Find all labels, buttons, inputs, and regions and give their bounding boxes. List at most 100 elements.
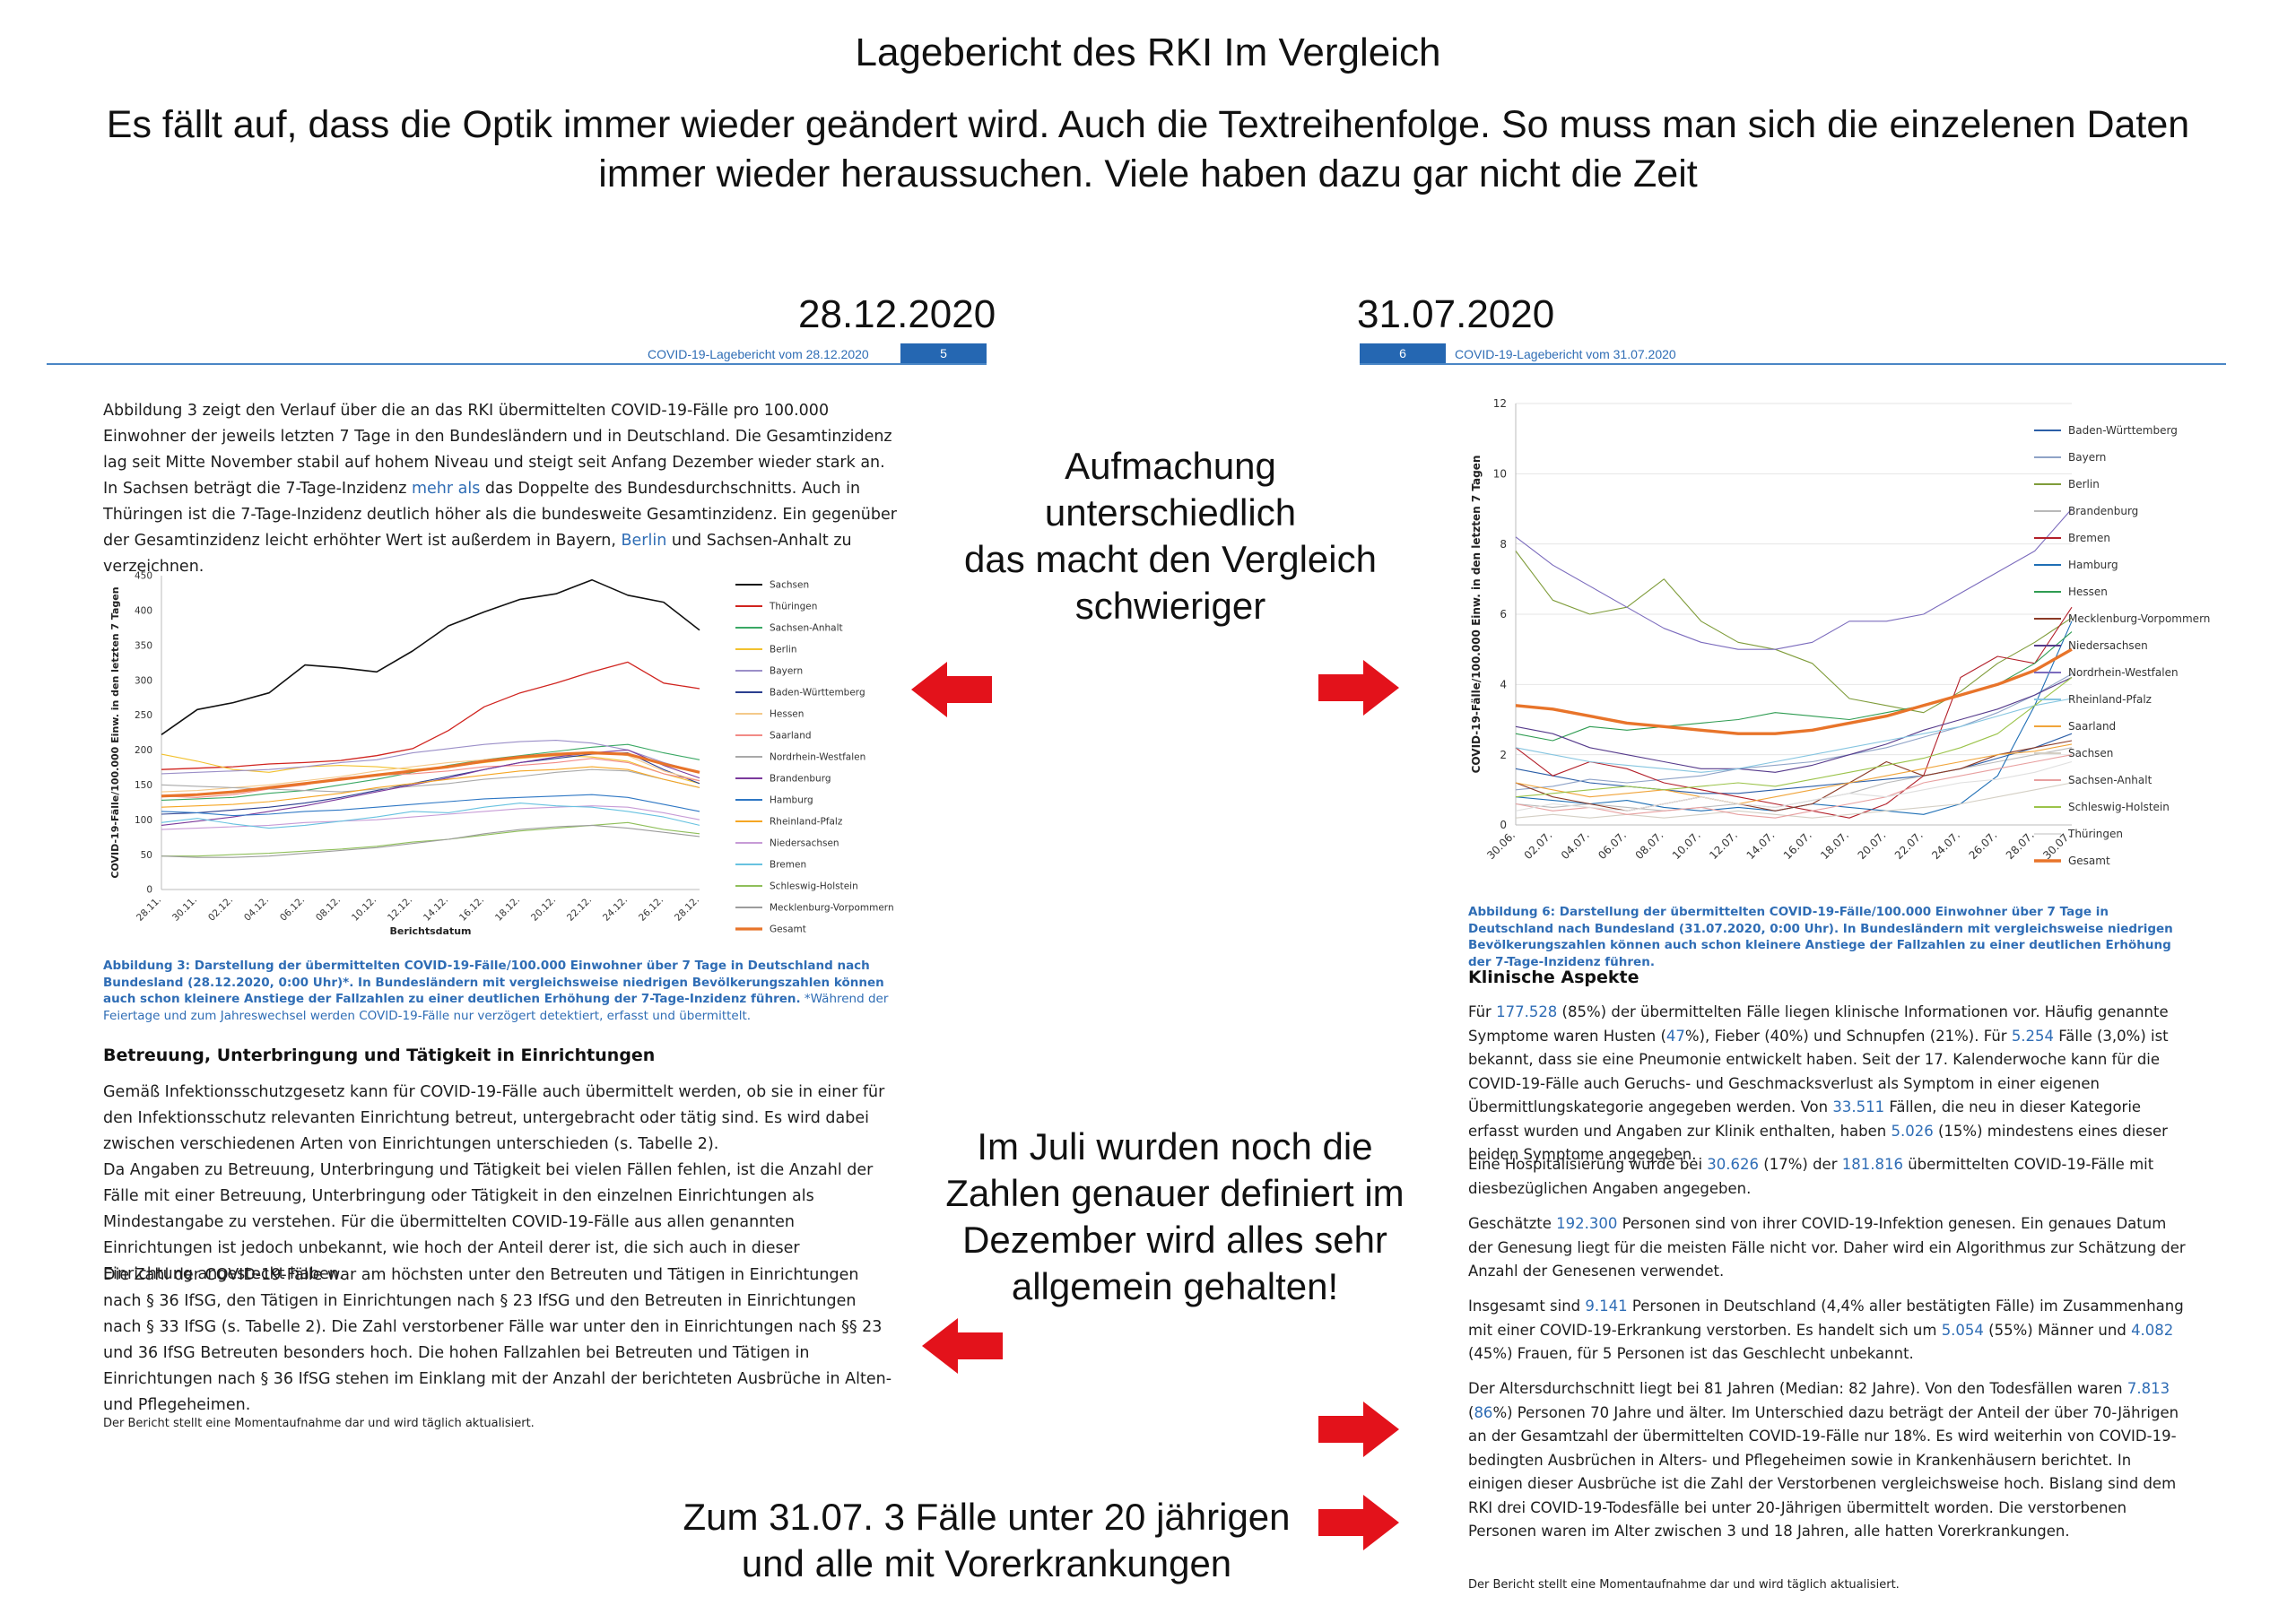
- series-line-saarland: [161, 758, 700, 798]
- x-tick-label: 08.07.: [1633, 829, 1666, 862]
- right-paragraph-5: Der Altersdurchschnitt liegt bei 81 Jahr…: [1468, 1377, 2186, 1544]
- series-line-hessen: [161, 751, 700, 793]
- right-paragraph-1-highlight: 177.528: [1496, 1003, 1558, 1020]
- x-tick-label: 06.12.: [278, 895, 307, 924]
- x-tick-label: 04.12.: [242, 895, 271, 924]
- right-paragraph-1-text: (15%) mindestens eines dieser beiden Sym…: [1468, 1122, 2168, 1164]
- right-paragraph-5-text: Der Altersdurchschnitt liegt bei 81 Jahr…: [1468, 1380, 2127, 1397]
- arrow-left-icon: [922, 1318, 1003, 1374]
- right-paragraph-1-highlight: 5.026: [1891, 1122, 1934, 1140]
- x-tick-label: 30.11.: [170, 895, 199, 924]
- series-line-berlin: [1515, 551, 2073, 714]
- legend-label: Sachsen: [770, 580, 809, 591]
- legend-label: Berlin: [2068, 478, 2100, 490]
- legend-label: Hamburg: [2068, 559, 2118, 571]
- right-paragraph-1-text: %), Fieber (40%) und Schnupfen (21%). Fü…: [1684, 1027, 2012, 1045]
- y-tick-label: 150: [135, 780, 152, 791]
- right-paragraph-5-text: %) Personen 70 Jahre und älter. Im Unter…: [1468, 1403, 2179, 1541]
- y-tick-label: 350: [135, 640, 152, 651]
- y-tick-label: 100: [135, 815, 152, 826]
- right-paragraph-4-text: (45%) Frauen, für 5 Personen ist das Ges…: [1468, 1345, 1914, 1362]
- series-line-nordrhein-westfalen: [161, 768, 700, 793]
- left-intro-highlight: Berlin: [621, 532, 667, 550]
- y-tick-label: 250: [135, 710, 152, 721]
- right-paragraph-2: Eine Hospitalisierung wurde bei 30.626 (…: [1468, 1153, 2186, 1201]
- series-line-thüringen: [1515, 760, 2073, 812]
- series-line-schleswig-holstein: [1515, 677, 2073, 798]
- legend-label: Mecklenburg-Vorpommern: [770, 903, 894, 914]
- right-paragraph-1-highlight: 33.511: [1832, 1098, 1885, 1115]
- legend-label: Saarland: [2068, 720, 2116, 733]
- right-paragraph-1-highlight: 5.254: [2011, 1027, 2055, 1045]
- left-intro-text: das Doppelte des Bundesdurchschnitts. Au…: [103, 480, 897, 550]
- series-line-gesamt: [1515, 647, 2073, 735]
- arrow-right-icon: [1318, 1495, 1399, 1550]
- legend-label: Gesamt: [2068, 855, 2110, 867]
- x-tick-label: 28.12.: [673, 895, 701, 924]
- legend-label: Mecklenburg-Vorpommern: [2068, 612, 2210, 625]
- page-subtitle: Es fällt auf, dass die Optik immer wiede…: [106, 103, 2190, 195]
- right-paragraph-4-text: (55%) Männer und: [1983, 1321, 2132, 1339]
- x-tick-label: 10.07.: [1670, 829, 1703, 862]
- left-paragraph-2: Da Angaben zu Betreuung, Unterbringung u…: [103, 1161, 874, 1283]
- left-paragraph-3: Die Zahl der COVID-19-Fälle war am höchs…: [103, 1266, 892, 1414]
- legend-label: Schleswig-Holstein: [770, 881, 858, 892]
- y-tick-label: 4: [1500, 679, 1507, 691]
- series-line-mecklenburg-vorpommern: [1515, 740, 2073, 812]
- series-line-bayern: [1515, 673, 2073, 791]
- x-tick-label: 26.12.: [637, 895, 665, 924]
- y-tick-label: 450: [135, 571, 152, 582]
- right-paragraph-1-text: Fällen, die neu in dieser Kategorie erfa…: [1468, 1098, 2142, 1140]
- y-tick-label: 12: [1493, 397, 1507, 410]
- left-header-text: COVID-19-Lagebericht vom 28.12.2020: [648, 347, 869, 361]
- note-layout-different: Aufmachung unterschiedlich das macht den…: [964, 445, 1377, 627]
- legend-label: Niedersachsen: [770, 838, 839, 849]
- x-tick-label: 22.12.: [565, 895, 594, 924]
- legend-label: Brandenburg: [770, 774, 831, 785]
- arrow-right-icon: [1318, 1402, 1399, 1457]
- x-tick-label: 16.12.: [457, 895, 486, 924]
- series-line-nordrhein-westfalen: [1515, 508, 2073, 650]
- legend-label: Baden-Württemberg: [2068, 424, 2178, 437]
- legend-label: Thüringen: [769, 602, 817, 612]
- series-line-sachsen: [1515, 782, 2073, 819]
- x-tick-label: 14.12.: [422, 895, 450, 924]
- x-tick-label: 08.12.: [314, 895, 343, 924]
- x-tick-label: 24.07.: [1929, 829, 1962, 862]
- left-intro-highlight: mehr als: [411, 480, 481, 498]
- right-paragraph-3-highlight: 192.300: [1556, 1215, 1618, 1232]
- x-tick-label: 20.12.: [529, 895, 558, 924]
- left-intro-text: Abbildung 3 zeigt den Verlauf über die a…: [103, 402, 892, 498]
- legend-label: Rheinland-Pfalz: [770, 817, 843, 828]
- left-header-rule: [47, 363, 987, 365]
- right-paragraph-4-highlight: 9.141: [1585, 1298, 1628, 1315]
- series-line-mecklenburg-vorpommern: [161, 824, 700, 858]
- right-paragraph-2-text: übermittelten COVID-19-Fälle mit diesbez…: [1468, 1156, 2154, 1197]
- right-paragraph-1-text: (85%) der übermittelten Fälle liegen kli…: [1468, 1003, 2169, 1045]
- x-tick-label: 02.12.: [206, 895, 235, 924]
- x-tick-label: 04.07.: [1559, 829, 1592, 862]
- left-caption-bold: Abbildung 3: Darstellung der übermittelt…: [103, 959, 884, 1006]
- y-tick-label: 0: [1500, 819, 1507, 831]
- y-tick-label: 8: [1500, 538, 1507, 551]
- y-tick-label: 2: [1500, 749, 1507, 761]
- right-footer: Der Bericht stellt eine Momentaufnahme d…: [1468, 1578, 1900, 1592]
- right-paragraph-4-highlight: 4.082: [2131, 1321, 2174, 1339]
- x-tick-label: 18.07.: [1818, 829, 1851, 862]
- legend-label: Gesamt: [770, 924, 806, 935]
- series-line-rheinland-pfalz: [1515, 698, 2073, 773]
- x-tick-label: 10.12.: [350, 895, 378, 924]
- right-date-label: 31.07.2020: [1357, 292, 1555, 336]
- series-line-niedersachsen: [1515, 677, 2073, 773]
- legend-label: Nordrhein-Westfalen: [2068, 666, 2179, 679]
- legend-label: Thüringen: [2067, 828, 2123, 840]
- right-paragraph-3: Geschätzte 192.300 Personen sind von ihr…: [1468, 1212, 2186, 1284]
- y-tick-label: 200: [135, 745, 152, 756]
- arrow-right-icon: [1318, 660, 1399, 716]
- x-tick-label: 28.11.: [135, 895, 163, 924]
- series-line-brandenburg: [1515, 747, 2073, 812]
- series-line-rheinland-pfalz: [161, 766, 700, 808]
- legend-label: Nordrhein-Westfalen: [770, 752, 865, 763]
- legend-label: Sachsen-Anhalt: [2068, 774, 2152, 786]
